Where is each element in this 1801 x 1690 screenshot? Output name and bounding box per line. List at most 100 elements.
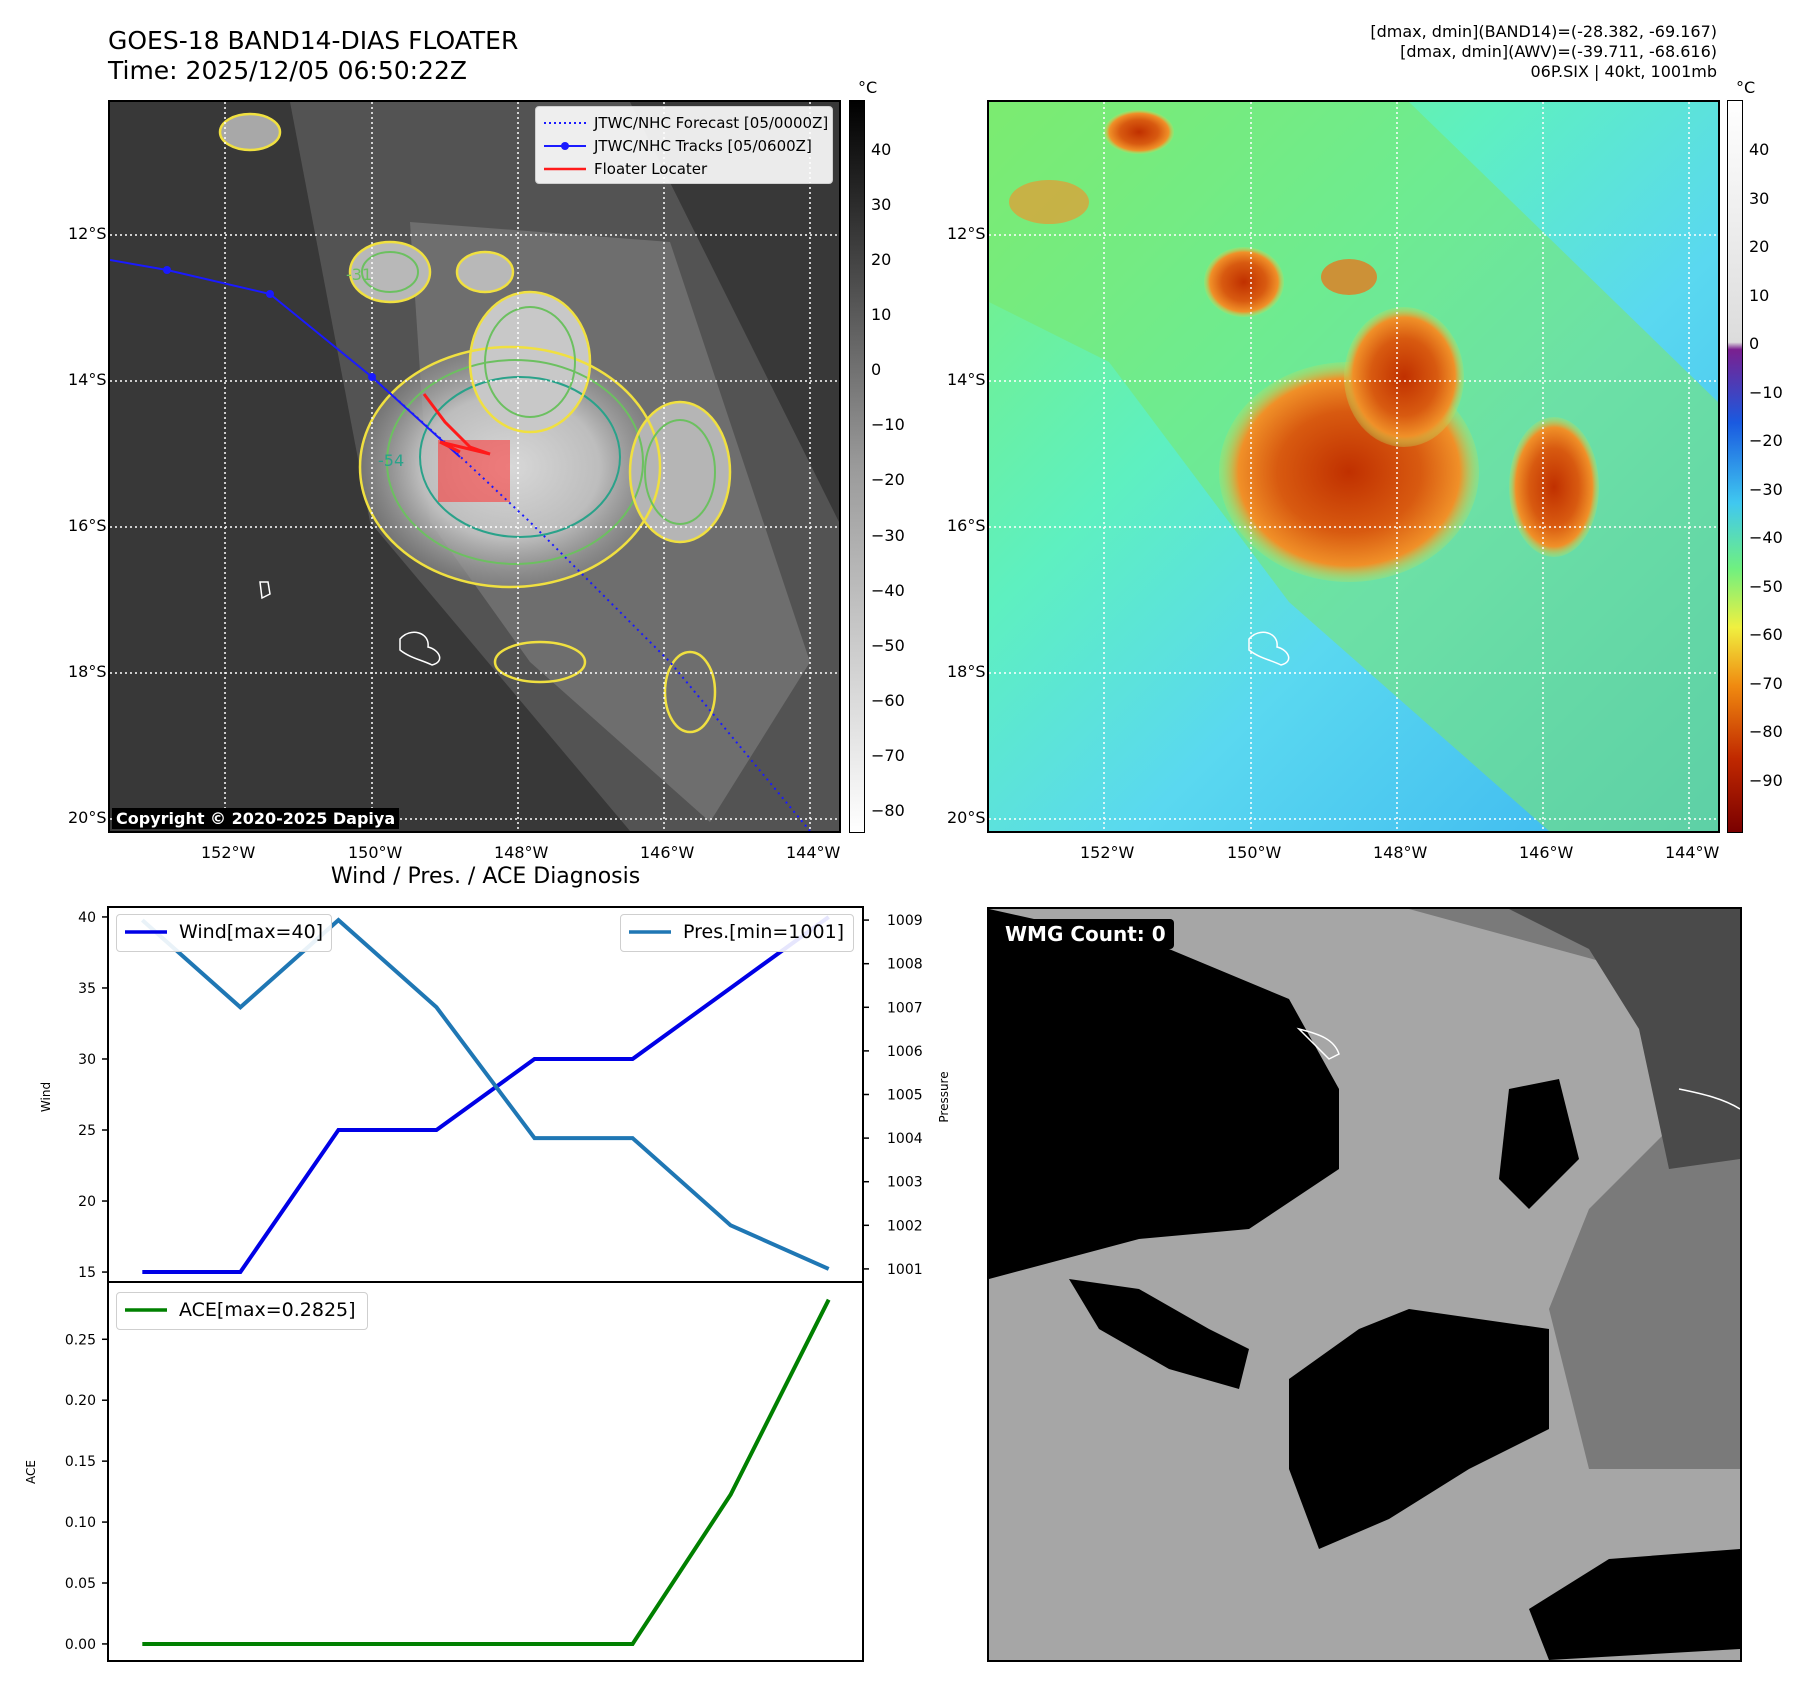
contour-green-east	[644, 419, 716, 525]
copyright-label: Copyright © 2020-2025 Dapiya	[112, 808, 400, 829]
wind-legend: Wind[max=40]	[116, 914, 332, 952]
lat-label: 14°S	[947, 370, 986, 389]
left-ir-map: -54 -31 JTWC/N	[108, 100, 841, 833]
legend-label-tracks: JTWC/NHC Tracks [05/0600Z]	[594, 137, 812, 155]
wind-legend-swatch	[125, 930, 167, 934]
lat-label: 12°S	[68, 224, 107, 243]
legend-item-floater: Floater Locater	[544, 160, 707, 178]
right-colorbar-unit: °C	[1736, 78, 1756, 97]
wind-ticks: 40 35 30 25 20 15	[78, 910, 108, 1281]
left-colorbar-tick: −70	[871, 745, 905, 765]
legend-label-forecast: JTWC/NHC Forecast [05/0000Z]	[594, 114, 829, 132]
legend-swatch-floater	[544, 167, 586, 171]
right-colorbar-tick: −70	[1749, 673, 1783, 693]
island-outline	[399, 631, 441, 666]
contour-yellow-n	[455, 250, 515, 294]
left-colorbar-tick: 30	[871, 195, 892, 215]
contour-label-54: -54	[378, 451, 404, 470]
lat-label: 16°S	[68, 516, 107, 535]
left-ir-map-svg: -54 -31	[110, 102, 839, 831]
wmg-black-cell	[1499, 1079, 1579, 1209]
lon-label: 150°W	[348, 843, 403, 862]
right-colorbar-tick: 10	[1749, 285, 1770, 305]
lat-label: 16°S	[947, 516, 986, 535]
wmg-zone-dark	[1509, 909, 1740, 1169]
storm-cell-east	[1509, 417, 1599, 557]
storm-cell-n2	[1321, 259, 1377, 295]
lon-label: 150°W	[1227, 843, 1282, 862]
wind-series-line	[142, 915, 830, 1275]
lat-label: 20°S	[947, 808, 986, 827]
left-colorbar-tick: −60	[871, 690, 905, 710]
right-colorbar-tick: 30	[1749, 188, 1770, 208]
legend-item-forecast: JTWC/NHC Forecast [05/0000Z]	[544, 114, 828, 132]
contour-yellow-s	[493, 640, 587, 684]
diagnosis-title: Wind / Pres. / ACE Diagnosis	[330, 864, 641, 889]
contour-label-31: -31	[346, 265, 372, 284]
ace-axis-label: ACE	[24, 1460, 38, 1484]
ace-tick-label: 0.10	[65, 1515, 96, 1531]
floater-locater-line	[422, 393, 491, 456]
left-colorbar	[849, 100, 865, 833]
wmg-black-mass-west	[989, 909, 1339, 1279]
storm-cell-west	[1009, 180, 1089, 224]
lat-label: 18°S	[947, 662, 986, 681]
right-colorbar	[1727, 100, 1743, 833]
wmg-black-mass-se	[1529, 1549, 1740, 1660]
wind-tick-label: 35	[78, 981, 96, 997]
contour-yellow-east	[628, 400, 732, 544]
pressure-tick-label: 1003	[887, 1175, 923, 1191]
lon-label: 148°W	[1373, 843, 1428, 862]
contour-green-nw	[361, 251, 419, 293]
left-colorbar-tick: −30	[871, 525, 905, 545]
contour-teal-core	[419, 376, 621, 538]
ace-tick-label: 0.20	[65, 1393, 96, 1409]
right-colorbar-tick: 40	[1749, 140, 1770, 159]
pressure-tick-label: 1006	[887, 1044, 923, 1060]
right-colorbar-tick: −40	[1749, 528, 1783, 548]
lat-label: 18°S	[68, 662, 107, 681]
left-colorbar-ticks: 40 30 20 10 0 −10 −20 −30 −40 −50 −60 −7…	[871, 140, 905, 820]
contour-yellow-cell	[468, 290, 592, 434]
left-colorbar-tick: 20	[871, 250, 892, 270]
wmg-count-label: WMG Count: 0	[997, 919, 1174, 949]
right-colorbar-tick: −50	[1749, 576, 1783, 596]
legend-item-tracks: JTWC/NHC Tracks [05/0600Z]	[544, 137, 812, 155]
legend-swatch-forecast	[544, 122, 586, 124]
wmg-black-mass-center	[1289, 1309, 1549, 1549]
lon-label: 144°W	[1665, 843, 1720, 862]
wind-legend-label: Wind[max=40]	[179, 921, 324, 943]
left-colorbar-tick: 10	[871, 305, 892, 325]
right-colorbar-tick: 0	[1749, 334, 1760, 354]
left-colorbar-tick: −50	[871, 635, 905, 655]
contour-yellow-nw	[348, 240, 432, 304]
track-point	[163, 266, 171, 274]
wmg-black-mass-sw	[1069, 1279, 1249, 1389]
right-colorbar-tick: −20	[1749, 431, 1783, 451]
ir-convective-cell	[470, 292, 590, 432]
ace-legend-label: ACE[max=0.2825]	[179, 1299, 356, 1321]
lat-label: 20°S	[68, 808, 107, 827]
island-outline-2	[259, 581, 271, 600]
right-colorbar-tick: −60	[1749, 625, 1783, 645]
legend-swatch-tracks	[544, 142, 586, 150]
map-gridlines	[989, 102, 1718, 831]
wind-tick-label: 40	[78, 910, 96, 926]
pressure-ticks: 1009 1008 1007 1006 1005 1004 1003 1002 1001	[863, 913, 923, 1278]
track-point	[266, 290, 274, 298]
left-colorbar-tick: −20	[871, 470, 905, 490]
storm-cell-nw	[1204, 247, 1284, 317]
ace-tick-label: 0.05	[65, 1576, 96, 1592]
stats-block: [dmax, dmin](BAND14)=(-28.382, -69.167) …	[1370, 22, 1717, 82]
wind-tick-label: 30	[78, 1052, 96, 1068]
left-colorbar-tick: −40	[871, 580, 905, 600]
left-colorbar-tick: 40	[871, 140, 892, 159]
right-colorbar-tick: 20	[1749, 237, 1770, 257]
stats-awv: [dmax, dmin](AWV)=(-39.711, -68.616)	[1400, 42, 1717, 61]
lon-label: 146°W	[1519, 843, 1574, 862]
lon-label: 152°W	[201, 843, 256, 862]
ace-tick-label: 0.00	[65, 1637, 96, 1653]
pressure-tick-label: 1004	[887, 1131, 923, 1147]
right-colorbar-tick: −10	[1749, 382, 1783, 402]
